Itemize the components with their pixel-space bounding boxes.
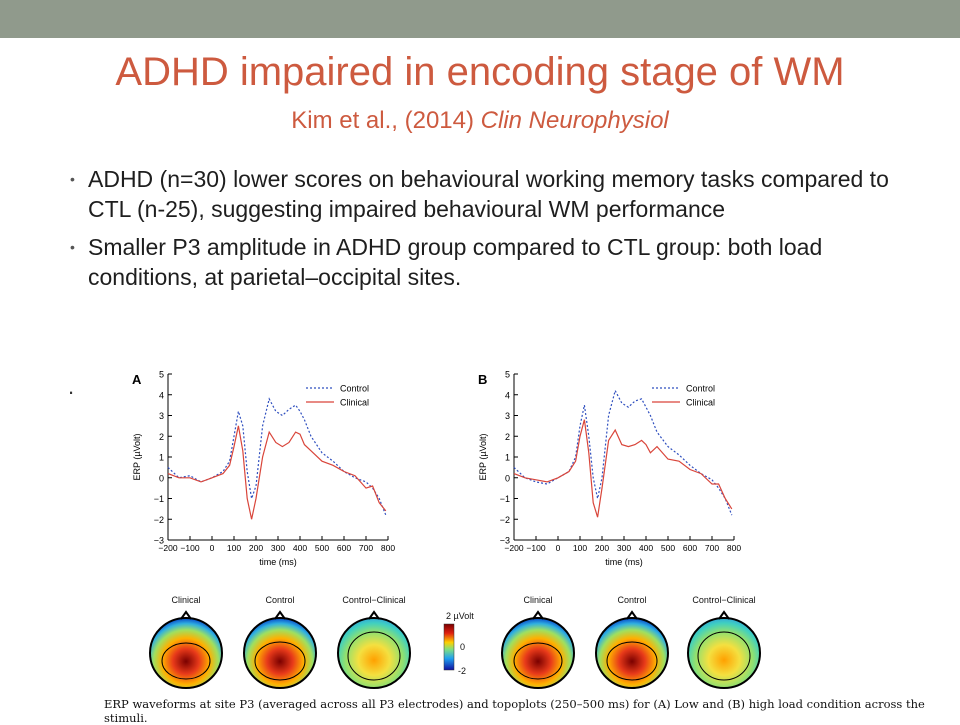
panel-label: B (478, 372, 487, 387)
topo-label: Clinical (523, 595, 552, 605)
topoplot-head-icon (595, 610, 669, 689)
y-tick-label: 2 (505, 432, 510, 442)
topo-label: Clinical (171, 595, 200, 605)
bullet-text: ADHD (n=30) lower scores on behavioural … (88, 166, 889, 222)
x-tick-label: −200 (158, 543, 177, 553)
y-tick-label: 4 (505, 390, 510, 400)
x-tick-label: 600 (683, 543, 697, 553)
x-tick-label: 600 (337, 543, 351, 553)
y-tick-label: 2 (159, 432, 164, 442)
topo-label: Control (265, 595, 294, 605)
x-tick-label: 500 (315, 543, 329, 553)
topoplot-row: Clinical Control Control−Clinical Clinic… (149, 595, 761, 689)
x-tick-label: 100 (573, 543, 587, 553)
x-tick-label: 500 (661, 543, 675, 553)
topoplot-head-icon (243, 610, 317, 689)
bullet-item: • Smaller P3 amplitude in ADHD group comp… (70, 232, 910, 292)
x-tick-label: −100 (180, 543, 199, 553)
y-tick-label: −1 (154, 494, 164, 504)
x-tick-label: 100 (227, 543, 241, 553)
y-tick-label: 5 (159, 370, 164, 380)
y-tick-label: 5 (505, 370, 510, 380)
y-tick-label: −2 (500, 515, 510, 525)
x-tick-label: −200 (504, 543, 523, 553)
series-line-control (167, 397, 387, 516)
y-tick-label: −3 (500, 536, 510, 546)
y-tick-label: 3 (159, 411, 164, 421)
topoplot-head-icon (337, 610, 411, 689)
y-axis-label: ERP (µVolt) (132, 433, 142, 480)
y-tick-label: 0 (505, 473, 510, 483)
slide-title: ADHD impaired in encoding stage of WM (115, 50, 845, 94)
x-tick-label: 200 (249, 543, 263, 553)
colorbar-mid-label: 0 (460, 642, 465, 652)
x-tick-label: 700 (705, 543, 719, 553)
series-line-clinical (167, 425, 387, 520)
topo-label: Control−Clinical (342, 595, 405, 605)
slide-subtitle: Kim et al., (2014) Clin Neurophysiol (0, 106, 960, 136)
series-line-clinical (513, 419, 733, 518)
x-tick-label: 200 (595, 543, 609, 553)
topoplot-head-icon (149, 610, 223, 689)
series-line-control (513, 388, 733, 516)
erp-panel-b: B 5 4 3 2 1 0 −1 −2 −3−200 −100 0 100 200 300 400 500 600… (478, 370, 741, 568)
colorbar-min-label: -2 (458, 666, 466, 676)
x-axis-label: time (ms) (605, 557, 643, 567)
colorbar: 2 µVolt 0 -2 (443, 611, 474, 676)
x-tick-label: 400 (639, 543, 653, 553)
legend-label: Clinical (340, 398, 369, 408)
x-tick-label: 300 (271, 543, 285, 553)
subtitle-authors: Kim et al., (2014) (291, 107, 481, 134)
topo-label: Control−Clinical (692, 595, 755, 605)
bullet-text: Smaller P3 amplitude in ADHD group compa… (88, 234, 823, 290)
topoplot-head-icon (501, 610, 575, 689)
topo-label: Control (617, 595, 646, 605)
subtitle-journal: Clin Neurophysiol (480, 107, 669, 134)
y-axis-label: ERP (µVolt) (478, 433, 488, 480)
y-tick-label: −3 (154, 536, 164, 546)
bullet-dot-icon: • (70, 171, 75, 187)
colorbar-max-label: 2 µVolt (446, 611, 474, 621)
x-tick-label: 700 (359, 543, 373, 553)
x-tick-label: −100 (526, 543, 545, 553)
y-tick-label: 3 (505, 411, 510, 421)
topoplot-head-icon (687, 610, 761, 689)
legend-label: Control (686, 384, 715, 394)
bullet-item: • ADHD (n=30) lower scores on behavioural… (70, 164, 910, 224)
figure-caption: ERP waveforms at site P3 (averaged acros… (104, 697, 925, 725)
x-axis-label: time (ms) (259, 557, 297, 567)
x-tick-label: 800 (381, 543, 395, 553)
panel-label: A (132, 372, 142, 387)
x-tick-label: 0 (210, 543, 215, 553)
legend-label: Control (340, 384, 369, 394)
y-tick-label: 4 (159, 390, 164, 400)
x-tick-label: 0 (556, 543, 561, 553)
legend-label: Clinical (686, 398, 715, 408)
y-tick-label: −1 (500, 494, 510, 504)
bullet-list: • ADHD (n=30) lower scores on behavioural… (70, 164, 910, 300)
top-bar (0, 0, 960, 38)
y-tick-label: 0 (159, 473, 164, 483)
stray-mark: . (68, 374, 75, 399)
y-tick-label: −2 (154, 515, 164, 525)
erp-panel-a: A 5 4 3 2 1 0 −1 −2 −3−200 −100 0 100 200 300 400 500 600… (132, 370, 395, 568)
y-tick-label: 1 (505, 453, 510, 463)
x-tick-label: 400 (293, 543, 307, 553)
y-tick-label: 1 (159, 453, 164, 463)
x-tick-label: 800 (727, 543, 741, 553)
bullet-dot-icon: • (70, 239, 75, 255)
x-tick-label: 300 (617, 543, 631, 553)
